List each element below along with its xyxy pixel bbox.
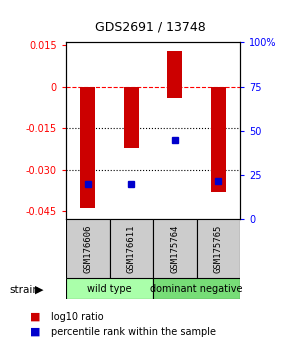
Text: GSM176611: GSM176611 [127,224,136,273]
Text: dominant negative: dominant negative [150,284,243,293]
Bar [80,87,95,209]
Bar [153,219,196,278]
Text: ▶: ▶ [35,285,43,295]
Text: GDS2691 / 13748: GDS2691 / 13748 [94,21,206,34]
Text: log10 ratio: log10 ratio [51,312,104,322]
Bar [211,87,226,192]
Bar [167,51,182,98]
Bar [110,219,153,278]
Text: percentile rank within the sample: percentile rank within the sample [51,327,216,337]
Bar [153,278,240,299]
Text: ■: ■ [30,312,40,322]
Bar [66,219,110,278]
Bar [66,278,153,299]
Bar [196,219,240,278]
Text: wild type: wild type [87,284,132,293]
Text: strain: strain [9,285,39,295]
Bar [124,87,139,148]
Text: GSM175765: GSM175765 [214,224,223,273]
Text: GSM175764: GSM175764 [170,224,179,273]
Text: GSM176606: GSM176606 [83,224,92,273]
Text: ■: ■ [30,327,40,337]
